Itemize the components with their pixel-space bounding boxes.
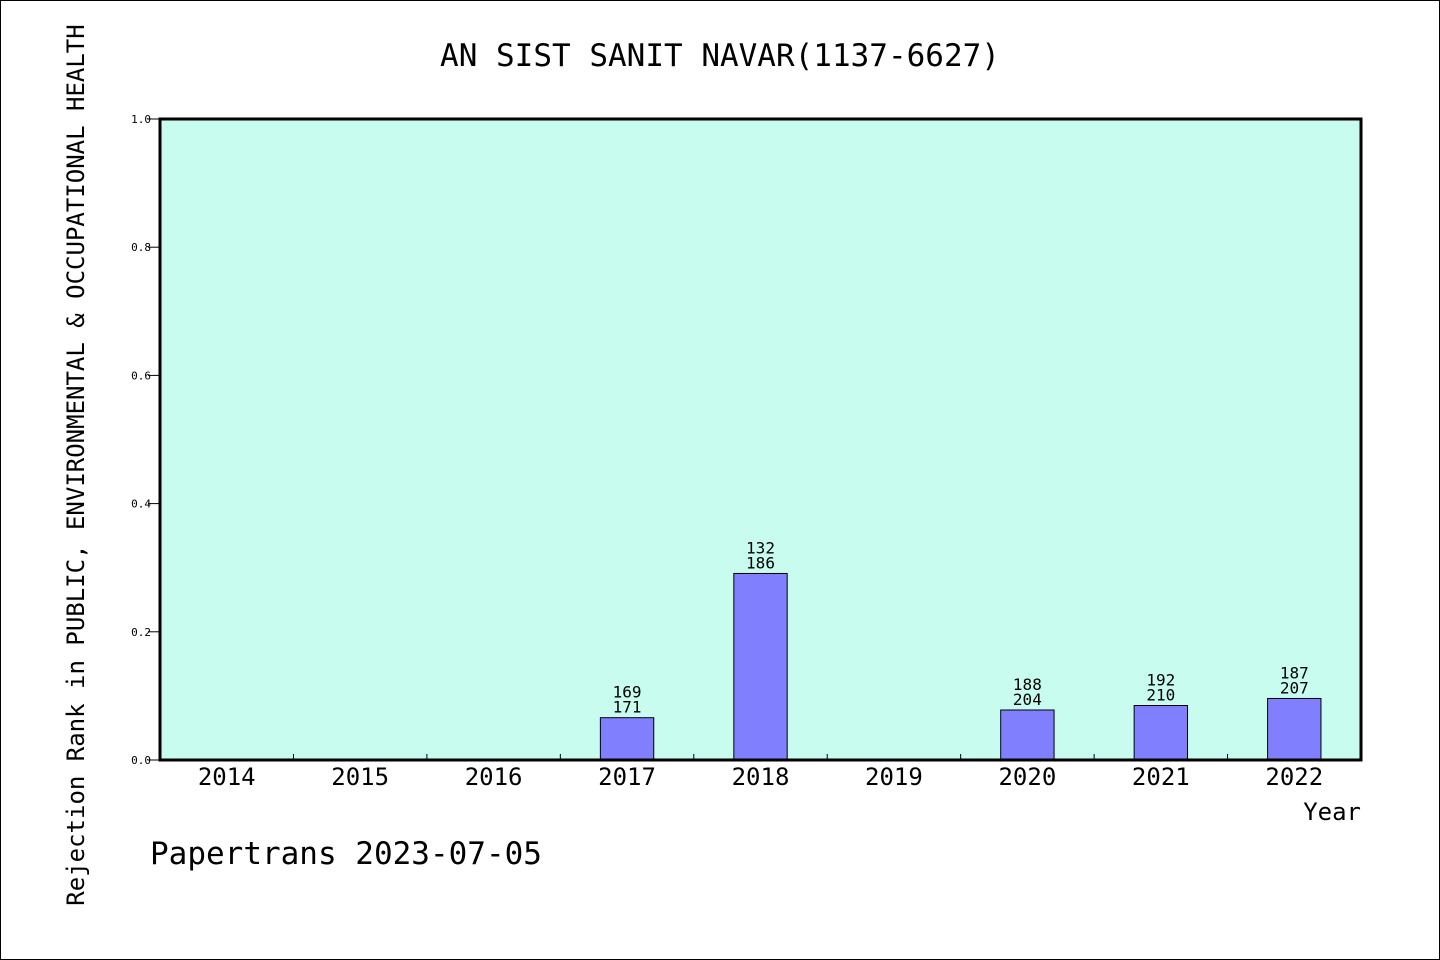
x-tick-label: 2017 [598, 763, 656, 791]
bar-label-bottom: 207 [1280, 678, 1309, 697]
bar-label-top: 169 [613, 683, 642, 702]
bar-label-bottom: 171 [613, 698, 642, 717]
bar-label-bottom: 186 [746, 553, 775, 572]
y-tick-label: 1.0 [131, 113, 151, 126]
x-tick-label: 2021 [1132, 763, 1190, 791]
y-tick-label: 0.2 [131, 626, 151, 639]
x-tick-label: 2015 [331, 763, 389, 791]
bar-label-top: 188 [1013, 675, 1042, 694]
bar-2018 [733, 572, 788, 761]
bar-label-top: 187 [1280, 663, 1309, 682]
bar-2020 [1000, 709, 1055, 761]
x-tick-label: 2014 [198, 763, 256, 791]
chart-title: AN SIST SANIT NAVAR(1137-6627) [440, 38, 1000, 74]
x-tick-label: 2022 [1265, 763, 1323, 791]
y-tick-label: 0.0 [131, 754, 151, 767]
bar-label-top: 132 [746, 538, 775, 557]
y-tick-label: 0.8 [131, 241, 151, 254]
bar-2022 [1267, 697, 1322, 761]
bar-label-top: 192 [1146, 671, 1175, 690]
y-axis-label: Rejection Rank in PUBLIC, ENVIRONMENTAL … [62, 24, 90, 905]
watermark-text: Papertrans 2023-07-05 [150, 836, 542, 872]
x-tick-label: 2020 [998, 763, 1056, 791]
plot-border [158, 117, 1363, 762]
x-tick-label: 2016 [465, 763, 523, 791]
axis-ticks: 0.0 0.2 0.4 0.6 0.8 1.0 2014 2015 2016 2017 2018 20… [131, 113, 1323, 791]
y-tick-label: 0.6 [131, 369, 151, 382]
x-axis-label: Year [1303, 798, 1361, 826]
y-tick-label: 0.4 [131, 498, 151, 511]
x-tick-label: 2018 [732, 763, 790, 791]
bar-2017 [599, 717, 655, 761]
x-tick-label: 2019 [865, 763, 923, 791]
bar-label-bottom: 210 [1146, 686, 1175, 705]
bar-label-bottom: 204 [1013, 690, 1042, 709]
bar-2021 [1133, 705, 1189, 761]
